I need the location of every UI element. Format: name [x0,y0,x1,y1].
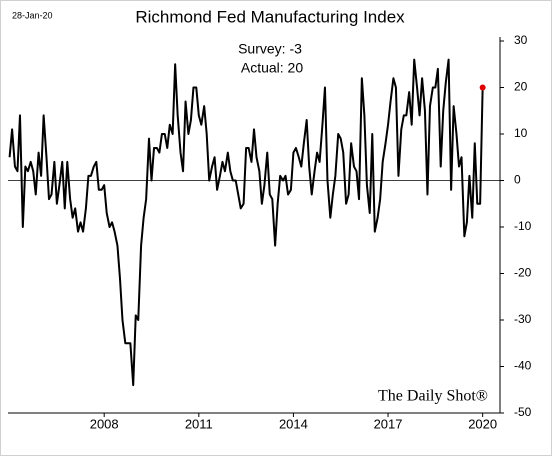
x-tick-label: 2011 [185,416,213,431]
y-tick-label: 10 [514,126,528,140]
last-point [479,84,486,91]
annotation: Actual: 20 [241,60,303,76]
y-tick-label: 0 [514,173,521,187]
y-tick-label: 20 [514,80,528,94]
x-tick-label: 2020 [468,416,497,431]
x-tick-label: 2014 [279,416,308,431]
y-tick-label: 30 [514,33,528,47]
x-tick-label: 2008 [90,416,119,431]
y-tick-label: -40 [514,359,532,373]
x-tick-label: 2017 [374,416,403,431]
y-tick-label: -10 [514,219,532,233]
y-tick-label: -30 [514,312,532,326]
line [8,58,484,387]
annotation: Survey: -3 [238,41,302,57]
date-label: 28-Jan-20 [12,10,53,20]
y-tick-label: -20 [514,266,532,280]
y-tick-label: -50 [514,405,532,419]
watermark: The Daily Shot® [378,388,488,405]
chart-title: Richmond Fed Manufacturing Index [135,7,405,26]
